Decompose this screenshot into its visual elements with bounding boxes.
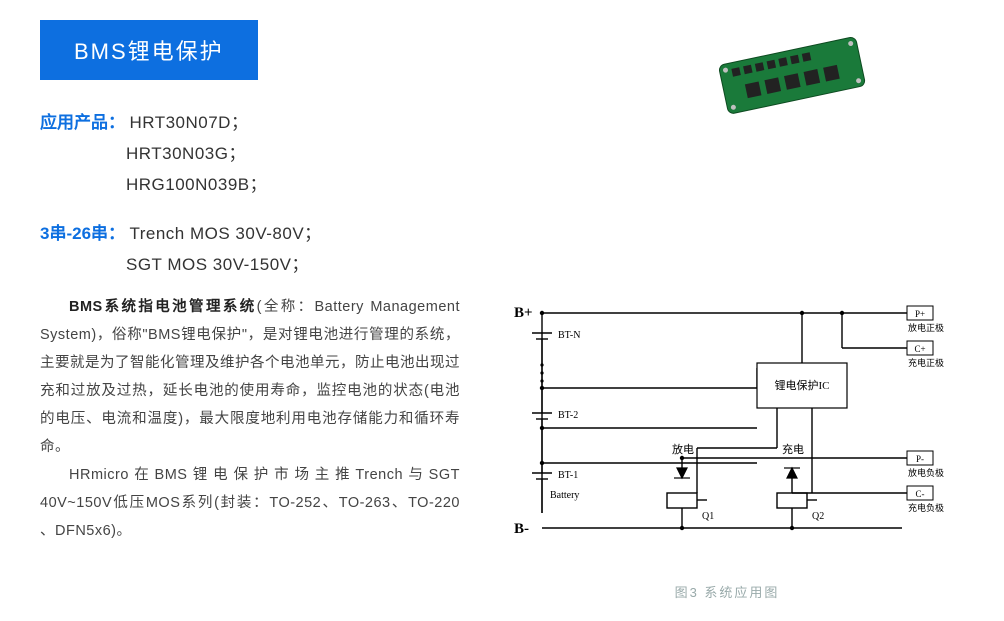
svg-text:放电: 放电 (672, 442, 694, 456)
circuit-diagram: 锂电保护IC (502, 293, 952, 573)
series-1: Trench MOS 30V-80V； (129, 224, 321, 243)
products-label: 应用产品： (40, 113, 125, 132)
svg-text:B+: B+ (514, 305, 533, 321)
pcb-illustration (704, 30, 884, 125)
title-banner: BMS锂电保护 (40, 20, 258, 80)
svg-text:B-: B- (514, 521, 529, 537)
svg-text:Q1: Q1 (702, 511, 714, 522)
product-2: HRT30N03G； (126, 144, 246, 163)
svg-text:放电正极: 放电正极 (908, 322, 944, 333)
diagram-caption: 图3 系统应用图 (490, 582, 964, 601)
svg-text:充电: 充电 (782, 442, 804, 456)
product-3: HRG100N039B； (126, 175, 267, 194)
svg-text:充电负极: 充电负极 (908, 502, 944, 513)
svg-text:BT-2: BT-2 (558, 410, 578, 421)
svg-text:BT-N: BT-N (558, 330, 580, 341)
description: BMS系统指电池管理系统(全称：Battery Management Syste… (40, 293, 460, 545)
series-block: 3串-26串： Trench MOS 30V-80V； SGT MOS 30V-… (40, 219, 964, 275)
svg-text:C-: C- (916, 489, 925, 499)
svg-text:充电正极: 充电正极 (908, 357, 944, 368)
svg-text:BT-1: BT-1 (558, 470, 578, 481)
svg-text:C+: C+ (914, 344, 925, 354)
product-1: HRT30N07D； (129, 113, 248, 132)
desc-p2: HRmicro在BMS锂电保护市场主推Trench与SGT 40V~150V低压… (40, 461, 460, 545)
desc-p1: (全称：Battery Management System)，俗称"BMS锂电保… (40, 299, 460, 455)
desc-bold: BMS系统指电池管理系统 (69, 299, 257, 315)
series-label: 3串-26串： (40, 224, 125, 243)
svg-text:放电负极: 放电负极 (908, 467, 944, 478)
svg-text:P-: P- (916, 454, 924, 464)
svg-text:P+: P+ (915, 309, 925, 319)
ic-label: 锂电保护IC (775, 378, 830, 392)
series-2: SGT MOS 30V-150V； (126, 255, 309, 274)
diagram-column: 锂电保护IC (490, 293, 964, 601)
svg-text:Battery: Battery (550, 490, 579, 501)
svg-text:Q2: Q2 (812, 511, 824, 522)
